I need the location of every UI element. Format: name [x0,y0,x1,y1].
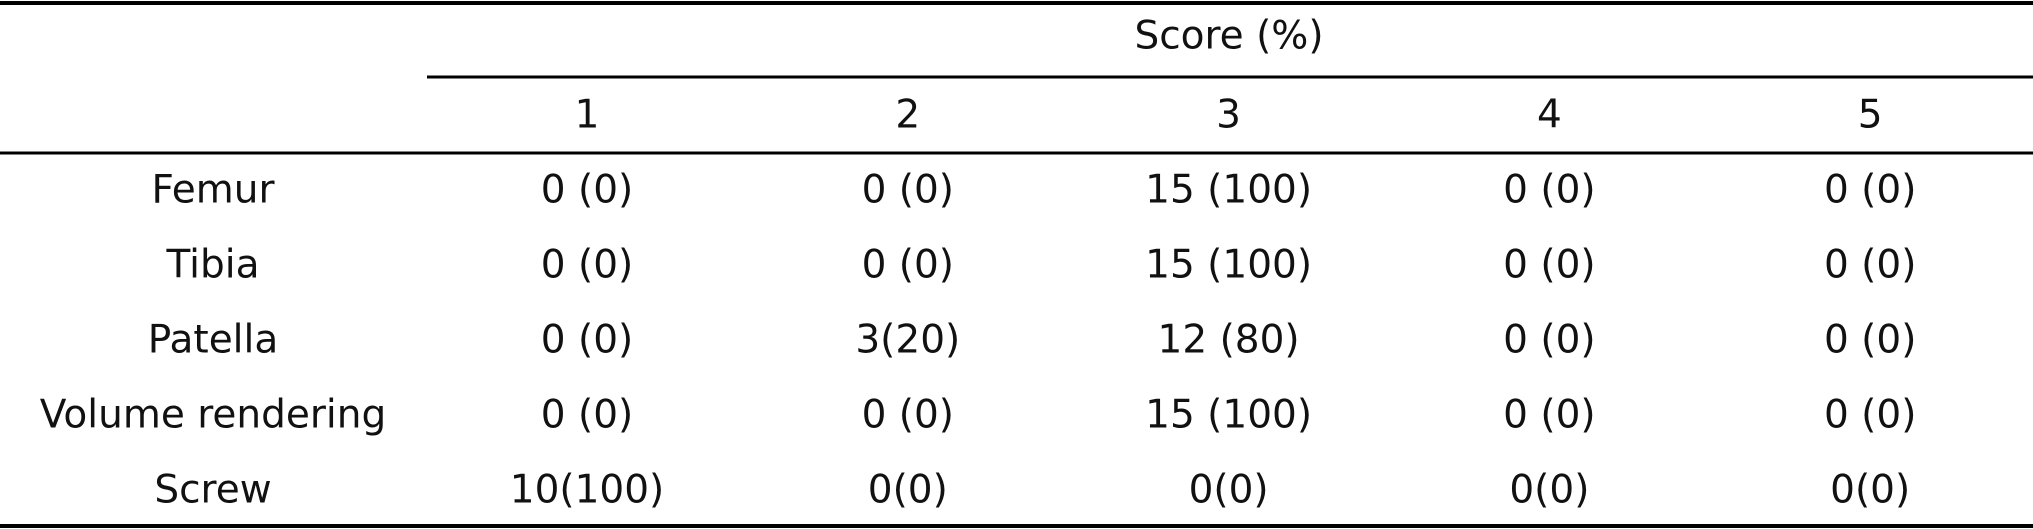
row-label: Patella [148,318,279,363]
cell: 10(100) [510,468,665,513]
cell: 0 (0) [1503,243,1595,288]
column-header: 3 [1216,93,1241,138]
cell: 0 (0) [862,168,954,213]
column-header: 4 [1537,93,1562,138]
cell: 15 (100) [1145,168,1312,213]
cell: 15 (100) [1145,243,1312,288]
cell: 3(20) [855,318,960,363]
cell: 0 (0) [1503,318,1595,363]
cell: 0 (0) [862,243,954,288]
row-label: Tibia [166,243,260,288]
cell: 0 (0) [1503,168,1595,213]
column-header: 1 [575,93,600,138]
column-header: 5 [1858,93,1883,138]
group-header: Score (%) [1134,14,1323,59]
column-header: 2 [895,93,920,138]
cell: 0 (0) [1824,243,1916,288]
cell: 12 (80) [1158,318,1300,363]
cell: 0 (0) [541,393,633,438]
cell: 0(0) [1189,468,1269,513]
cell: 0 (0) [1503,393,1595,438]
cell: 0 (0) [541,168,633,213]
cell: 15 (100) [1145,393,1312,438]
cell: 0(0) [1509,468,1589,513]
cell: 0 (0) [1824,168,1916,213]
row-label: Femur [151,168,275,213]
cell: 0 (0) [1824,318,1916,363]
cell: 0 (0) [1824,393,1916,438]
cell: 0(0) [1830,468,1910,513]
cell: 0(0) [868,468,948,513]
row-label: Screw [154,468,271,513]
row-label: Volume rendering [40,393,386,438]
cell: 0 (0) [862,393,954,438]
cell: 0 (0) [541,243,633,288]
cell: 0 (0) [541,318,633,363]
